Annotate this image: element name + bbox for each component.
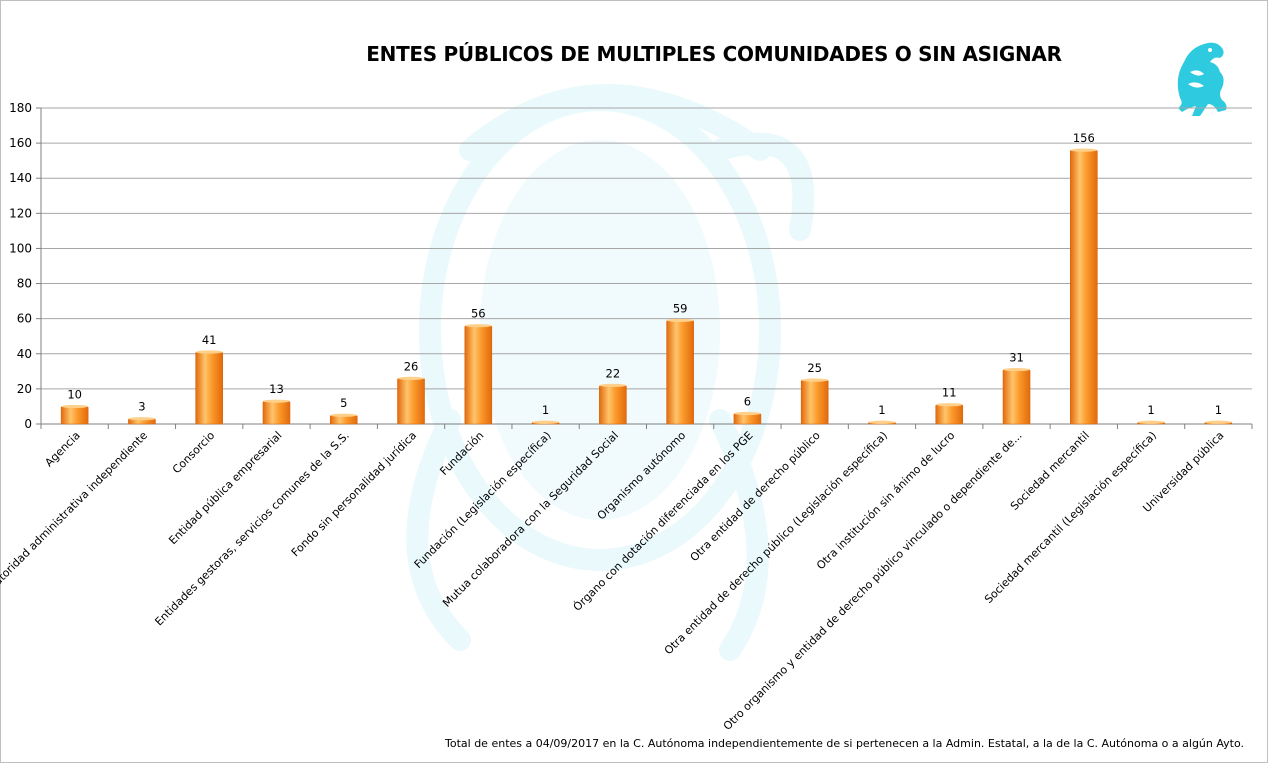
- bar: [666, 320, 694, 425]
- bar-top: [868, 420, 896, 424]
- bar: [599, 385, 627, 425]
- data-label: 5: [340, 396, 347, 410]
- data-label: 6: [744, 394, 751, 408]
- data-label: 3: [138, 400, 145, 414]
- bar: [800, 379, 829, 425]
- data-label: 22: [606, 366, 621, 380]
- data-label: 1: [1147, 403, 1154, 417]
- category-label: Otra institución sin ánimo de lucro: [814, 429, 958, 573]
- category-label: Otra entidad de derecho público: [688, 429, 823, 564]
- bar-top: [464, 324, 492, 328]
- category-label: Otro organismo y entidad de derecho públ…: [721, 429, 1025, 733]
- y-tick-label: 120: [9, 206, 32, 220]
- bar-top: [195, 350, 223, 354]
- category-label: Entidad pública empresarial: [166, 429, 284, 547]
- data-label: 26: [404, 359, 419, 373]
- bar-top: [397, 376, 425, 380]
- y-tick-label: 160: [9, 136, 32, 150]
- data-label: 156: [1073, 131, 1095, 145]
- category-label: Otra entidad de derecho público (Legisla…: [662, 429, 890, 657]
- bar: [195, 351, 223, 425]
- y-tick-label: 140: [9, 171, 32, 185]
- data-label: 41: [202, 333, 217, 347]
- bar-top: [1003, 367, 1031, 372]
- bar: [60, 406, 89, 425]
- bar-top: [733, 411, 761, 416]
- data-label: 1: [878, 403, 885, 417]
- y-tick-label: 40: [17, 347, 32, 361]
- category-label: Agencia: [42, 429, 82, 469]
- data-label: 13: [269, 382, 284, 396]
- data-label: 1: [542, 403, 549, 417]
- category-label: Fundación: [437, 429, 486, 478]
- y-tick-label: 0: [24, 417, 32, 431]
- data-label: 11: [942, 386, 957, 400]
- y-tick-label: 80: [17, 277, 32, 291]
- bar: [464, 325, 493, 425]
- bar-top: [330, 413, 358, 417]
- data-label: 25: [807, 361, 822, 375]
- y-tick-label: 100: [9, 241, 32, 255]
- data-label: 56: [471, 307, 486, 321]
- data-label: 10: [67, 387, 82, 401]
- y-tick-label: 180: [9, 101, 32, 115]
- bar-top: [61, 404, 89, 409]
- bar: [1070, 149, 1098, 425]
- category-label: Consorcio: [170, 429, 218, 477]
- bar-top: [128, 417, 156, 421]
- bar-top: [262, 399, 290, 403]
- category-label: Fondo sin personalidad jurídica: [289, 429, 419, 559]
- y-tick-label: 20: [17, 382, 32, 396]
- data-label: 1: [1215, 403, 1222, 417]
- bar-top: [599, 383, 627, 387]
- data-label: 59: [673, 301, 688, 315]
- data-label: 31: [1009, 351, 1024, 365]
- bar: [262, 400, 291, 425]
- bar: [1002, 369, 1031, 425]
- griffin-logo-icon: [1177, 42, 1227, 116]
- bar-top: [801, 378, 829, 382]
- bar-top: [1137, 420, 1165, 424]
- category-label: Fundación (Legislación específica): [412, 429, 554, 571]
- bar: [935, 404, 964, 425]
- bar-top: [666, 318, 694, 323]
- bar-top: [1204, 420, 1232, 424]
- chart-title: ENTES PÚBLICOS DE MULTIPLES COMUNIDADES …: [366, 42, 1062, 66]
- bar-top: [532, 420, 560, 424]
- category-label: Autoridad administrativa independiente: [0, 429, 150, 594]
- bar-top: [1070, 148, 1098, 152]
- chart-footnote: Total de entes a 04/09/2017 en la C. Aut…: [445, 737, 1244, 750]
- y-tick-label: 60: [17, 312, 32, 326]
- bar-top: [935, 403, 963, 407]
- bar: [397, 378, 425, 425]
